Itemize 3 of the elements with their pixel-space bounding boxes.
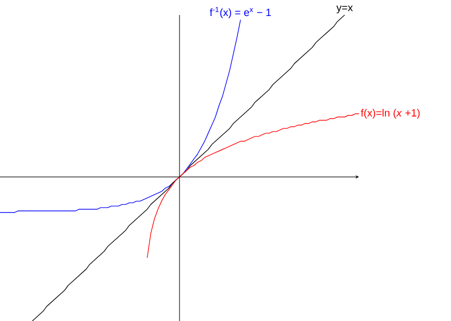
series-label: f$^{-1}$(x) = e$^{x}$ − 1 xyxy=(210,6,271,18)
series-label: f(x)=ln (x +1) xyxy=(360,108,420,119)
series-label: y=x xyxy=(336,6,353,14)
